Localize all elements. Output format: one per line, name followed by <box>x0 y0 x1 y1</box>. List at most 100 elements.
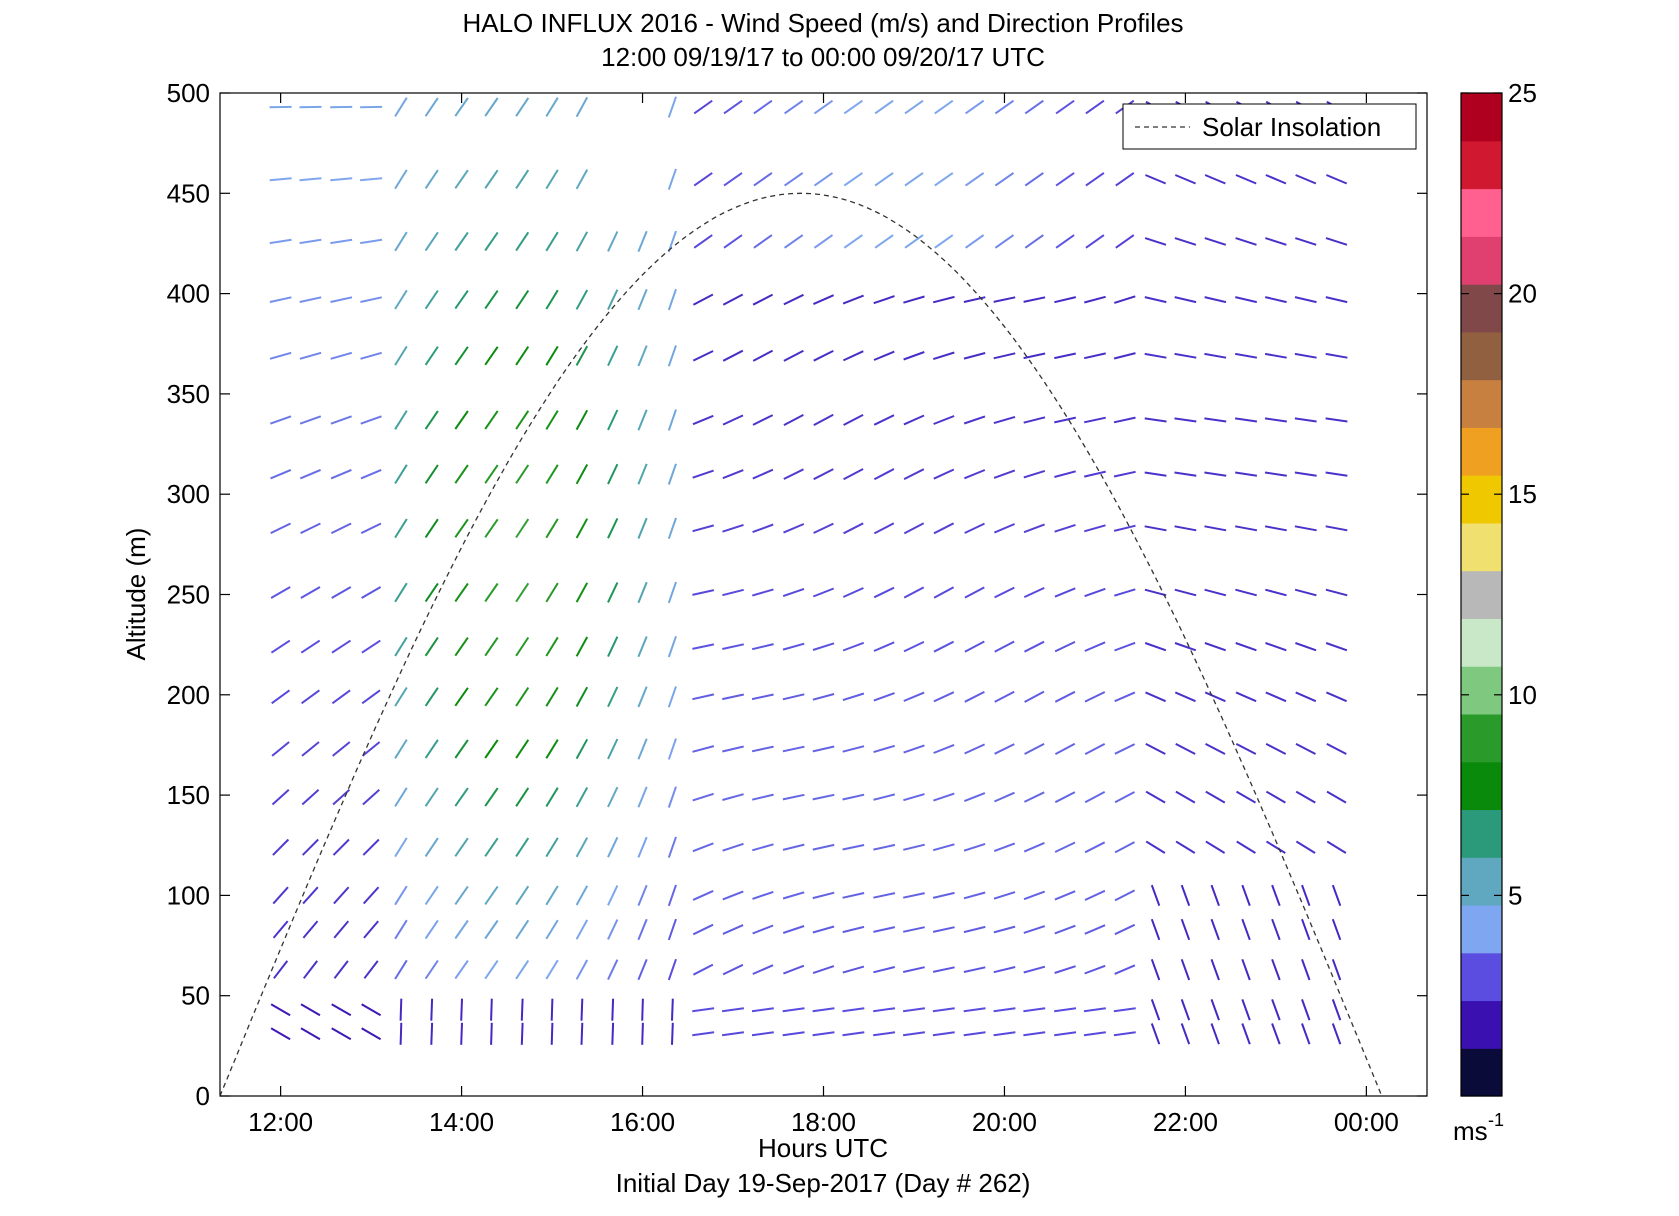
colorbar-segment <box>1461 761 1502 811</box>
y-axis-label: Altitude (m) <box>121 528 151 661</box>
wind-arrow <box>1325 296 1348 304</box>
wind-arrow <box>993 1031 1016 1037</box>
wind-arrow <box>399 1022 403 1045</box>
wind-arrow <box>1024 743 1045 755</box>
wind-arrow <box>1085 234 1105 249</box>
wind-arrow <box>722 745 744 753</box>
wind-arrow <box>1241 884 1251 907</box>
wind-arrow <box>782 745 805 753</box>
wind-arrow <box>484 960 499 980</box>
wind-arrow <box>964 691 985 703</box>
wind-arrow <box>993 352 1016 360</box>
wind-arrow <box>545 739 559 759</box>
wind-arrow <box>994 743 1015 755</box>
wind-arrow <box>1295 790 1316 804</box>
wind-arrow <box>1235 790 1257 804</box>
wind-arrow <box>424 582 439 603</box>
wind-arrow <box>1024 690 1045 703</box>
wind-arrow <box>693 234 713 249</box>
wind-arrow <box>1144 588 1167 597</box>
wind-arrow <box>270 1027 291 1041</box>
wind-arrow <box>575 289 589 310</box>
wind-arrow <box>515 959 530 980</box>
wind-arrow <box>667 958 677 981</box>
wind-arrow <box>722 349 744 362</box>
wind-arrow <box>575 787 589 808</box>
wind-arrow <box>394 919 408 940</box>
wind-arrow <box>575 464 589 485</box>
wind-arrow <box>299 351 322 360</box>
colorbar-segment <box>1461 570 1502 619</box>
wind-arrow <box>360 238 383 245</box>
wind-arrow <box>1023 586 1045 599</box>
wind-arrow <box>903 351 925 361</box>
wind-arrow <box>1054 690 1076 703</box>
wind-arrow <box>520 998 524 1021</box>
wind-arrow <box>1326 174 1348 185</box>
wind-arrow <box>330 296 353 303</box>
wind-arrow <box>331 689 351 705</box>
wind-arrow <box>692 469 714 479</box>
wind-arrow <box>1264 352 1287 359</box>
wind-arrow <box>575 409 589 431</box>
wind-arrow <box>902 1031 926 1037</box>
wind-arrow <box>1294 417 1317 423</box>
wind-arrow <box>667 635 677 658</box>
wind-arrow <box>333 920 350 939</box>
wind-arrow <box>692 842 714 853</box>
wind-arrow <box>575 345 589 366</box>
wind-arrow <box>1145 174 1167 185</box>
colorbar-segment <box>1461 236 1502 285</box>
y-tick-label: 100 <box>167 880 210 910</box>
wind-arrow <box>1114 964 1136 975</box>
wind-arrow <box>1023 1007 1046 1013</box>
wind-arrow <box>782 793 805 801</box>
wind-arrow <box>1235 642 1257 652</box>
wind-arrow <box>667 345 677 367</box>
wind-arrow <box>333 886 350 905</box>
wind-arrow <box>813 468 834 481</box>
wind-arrow <box>692 414 714 426</box>
wind-arrow <box>1113 416 1136 424</box>
wind-arrow <box>454 885 469 905</box>
wind-arrow <box>515 687 530 707</box>
wind-arrow <box>722 293 744 306</box>
wind-arrow <box>963 352 986 360</box>
wind-arrow <box>424 97 439 117</box>
wind-arrow <box>515 919 530 940</box>
wind-arrow <box>575 738 589 760</box>
wind-arrow <box>903 843 925 851</box>
wind-arrow <box>963 1031 986 1037</box>
wind-arrow <box>424 636 439 657</box>
wind-arrow <box>1264 296 1287 304</box>
wind-arrow <box>692 350 714 362</box>
wind-arrow <box>1024 99 1044 115</box>
wind-arrow <box>1084 791 1106 804</box>
wind-arrow <box>607 836 619 858</box>
wind-arrow <box>271 788 290 806</box>
wind-arrow <box>1144 417 1167 423</box>
wind-arrow <box>994 523 1015 534</box>
wind-arrow <box>424 919 439 940</box>
wind-arrow <box>904 234 924 249</box>
wind-arrow <box>1174 417 1197 423</box>
wind-arrow <box>1325 525 1348 532</box>
wind-arrow <box>692 889 714 901</box>
wind-arrow <box>782 1007 805 1013</box>
wind-arrow <box>751 693 774 701</box>
wind-arrow <box>1210 958 1220 981</box>
wind-arrow <box>932 891 955 899</box>
wind-arrow <box>637 463 648 485</box>
wind-arrow <box>484 687 499 707</box>
wind-arrow <box>994 690 1015 703</box>
wind-arrow <box>874 172 894 187</box>
wind-arrow <box>1084 587 1106 598</box>
wind-arrow <box>424 787 439 807</box>
wind-arrow <box>362 788 380 806</box>
wind-arrow <box>300 639 321 654</box>
wind-arrow <box>667 836 677 858</box>
wind-arrow <box>1150 958 1161 981</box>
wind-arrow <box>575 885 589 906</box>
wind-arrow <box>1083 416 1106 424</box>
